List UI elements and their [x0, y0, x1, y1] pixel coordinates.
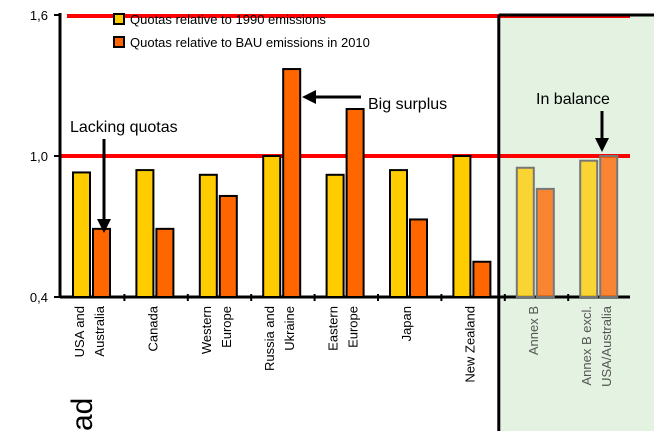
bar-quota-1990-2 — [198, 173, 218, 298]
bar-quota-bau-7 — [535, 187, 555, 298]
bar-quota-1990-1 — [135, 169, 155, 299]
category-label: Japan — [399, 306, 414, 341]
category-label: Europe — [219, 306, 234, 348]
bar-quota-bau-6 — [472, 260, 492, 298]
legend-label: Quotas relative to 1990 emissions — [130, 12, 326, 27]
category-label: Annex B excl. — [579, 306, 594, 386]
annotation-in-balance: In balance — [536, 91, 610, 108]
top-limit-line — [67, 14, 630, 18]
bar-quota-bau-5 — [409, 218, 428, 298]
y-tick-label: 1,0 — [30, 149, 48, 164]
category-label: Eastern — [326, 306, 341, 351]
category-label: Ukraine — [282, 306, 297, 351]
category-label: Canada — [145, 305, 160, 351]
category-label: USA/Australia — [599, 305, 614, 387]
y-tick-label: 0,4 — [30, 290, 48, 305]
bar-quota-1990-4 — [325, 173, 345, 298]
legend-swatch — [113, 36, 125, 48]
category-label: Western — [199, 306, 214, 354]
reference-line — [60, 154, 630, 158]
bar-quota-1990-7 — [515, 166, 535, 298]
category-label: Europe — [346, 306, 361, 348]
bar-quota-bau-0 — [92, 227, 111, 299]
category-label: USA and — [72, 306, 87, 357]
bar-quota-bau-2 — [218, 194, 238, 298]
arrow-surplus-head — [302, 90, 316, 104]
annotation-lacking-quotas: Lacking quotas — [70, 119, 178, 136]
bar-quota-1990-5 — [389, 169, 408, 299]
category-label: Australia — [92, 305, 107, 356]
arrow-lacking-head — [97, 219, 111, 233]
legend-swatch — [113, 13, 125, 25]
cut-off-label: ad — [66, 398, 99, 431]
category-label: Annex B — [526, 306, 541, 355]
annotation-big-surplus: Big surplus — [368, 96, 447, 113]
bar-quota-1990-3 — [262, 155, 282, 298]
category-label: Russia and — [262, 306, 277, 371]
bar-quota-bau-8 — [599, 155, 619, 298]
legend-label: Quotas relative to BAU emissions in 2010 — [130, 35, 370, 50]
bar-quota-1990-8 — [579, 159, 599, 298]
bar-quota-bau-3 — [282, 68, 302, 298]
arrow-balance-head — [595, 138, 609, 152]
bar-quota-bau-4 — [345, 108, 365, 298]
bar-quota-1990-6 — [452, 155, 472, 298]
bar-quota-bau-1 — [155, 227, 175, 299]
bar-quota-1990-0 — [72, 171, 91, 298]
category-label: New Zealand — [462, 306, 477, 383]
y-tick-label: 1,6 — [30, 8, 48, 23]
